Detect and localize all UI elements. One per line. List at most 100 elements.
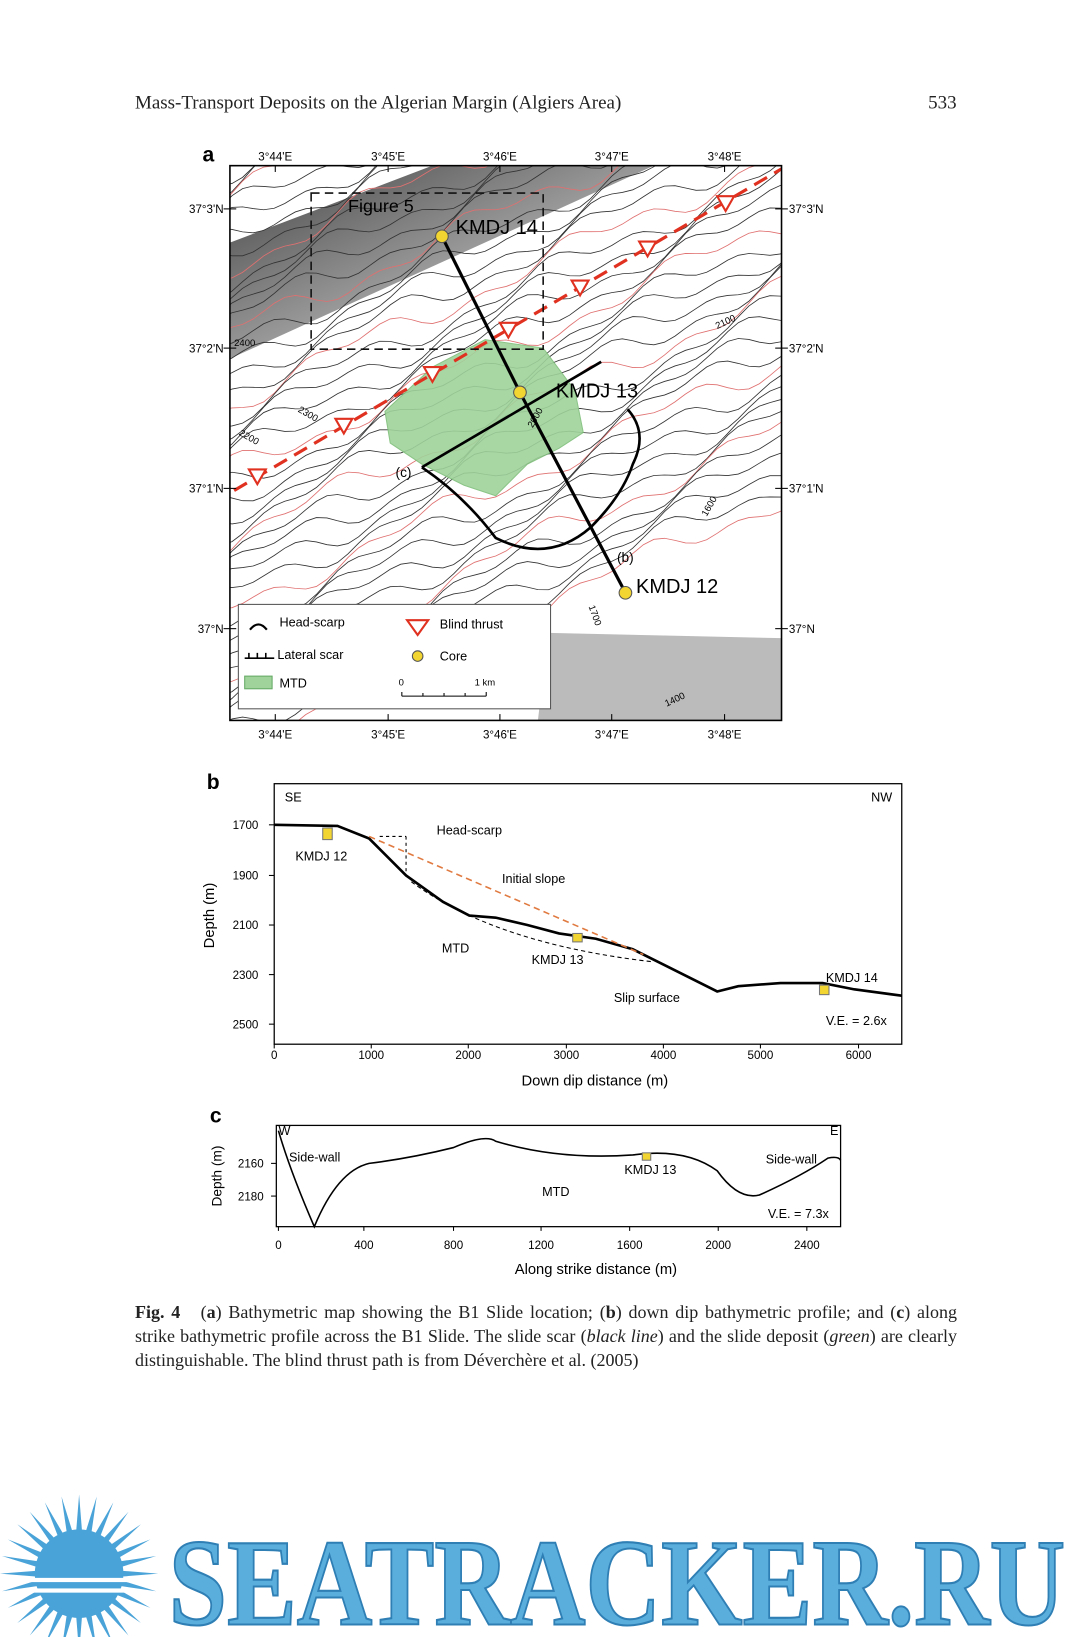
- longitude-label: 3°44'E: [258, 728, 292, 741]
- caption-text: c: [896, 1302, 905, 1322]
- logo: [121, 1570, 159, 1577]
- latitude-label: 37°2'N: [789, 342, 824, 355]
- legend-label: Core: [440, 649, 467, 663]
- logo: [94, 1502, 114, 1538]
- longitude-label: 3°46'E: [483, 728, 517, 741]
- annotation: MTD: [542, 1185, 569, 1199]
- contour-label: 2400: [234, 338, 255, 349]
- longitude-label: 3°45'E: [371, 728, 405, 741]
- contour: [229, 230, 782, 457]
- running-head: Mass-Transport Deposits on the Algerian …: [135, 93, 621, 114]
- panel-letter: c: [210, 1104, 222, 1127]
- axis-note: E: [830, 1124, 838, 1138]
- axis-note: W: [278, 1124, 290, 1138]
- axis-title: Depth (m): [202, 883, 218, 949]
- latitude-label: 37°N: [789, 623, 815, 636]
- x-tick-label: 0: [275, 1239, 281, 1252]
- caption-text: (: [200, 1302, 207, 1322]
- contour: [229, 165, 610, 315]
- logo: [26, 1588, 132, 1593]
- annotation: V.E. = 7.3x: [768, 1207, 830, 1221]
- axis-title: Down dip distance (m): [521, 1073, 668, 1089]
- caption-text: b: [605, 1302, 616, 1322]
- contour: [229, 386, 782, 642]
- x-tick-label: 2000: [705, 1239, 731, 1252]
- contour: [229, 165, 502, 301]
- longitude-label: 3°45'E: [371, 150, 405, 163]
- caption-text: ) and the slide deposit (: [657, 1326, 830, 1346]
- logo: [7, 1589, 43, 1608]
- logo: [34, 1529, 124, 1618]
- contour: [229, 165, 369, 199]
- panel-letter: b: [207, 771, 220, 794]
- caption-text: ) are clearly distinguishable. The blind…: [135, 1326, 957, 1370]
- longitude-label: 3°47'E: [595, 150, 629, 163]
- longitude-label: 3°44'E: [258, 150, 292, 163]
- x-tick-label: 3000: [553, 1049, 579, 1062]
- y-tick-label: 1700: [233, 819, 259, 832]
- legend-label: 1 km: [475, 678, 496, 689]
- contour: [229, 374, 782, 627]
- logo: [103, 1511, 129, 1543]
- map-label: Figure 5: [348, 196, 414, 216]
- logo: [85, 1614, 95, 1637]
- y-tick-label: 2100: [233, 919, 259, 932]
- axis-title: Along strike distance (m): [515, 1262, 677, 1278]
- x-tick-label: 2000: [455, 1049, 481, 1062]
- latitude-label: 37°3'N: [189, 203, 224, 216]
- logo: [17, 1524, 48, 1550]
- thrust-tooth: [715, 195, 736, 214]
- contour: [229, 165, 379, 234]
- legend-label: Lateral scar: [277, 648, 343, 662]
- logo: [103, 1604, 129, 1636]
- logo: [29, 1511, 56, 1543]
- annotation: MTD: [442, 941, 469, 955]
- legend-label: MTD: [279, 677, 306, 691]
- logo: [17, 1597, 48, 1624]
- contour: [229, 165, 778, 427]
- logo: [61, 1496, 73, 1534]
- annotation: KMDJ 13: [532, 953, 584, 967]
- logo: [115, 1539, 151, 1559]
- logo: [0, 1570, 38, 1577]
- latitude-label: 37°2'N: [189, 342, 224, 355]
- annotation: KMDJ 13: [624, 1163, 676, 1177]
- x-tick-label: 4000: [651, 1049, 677, 1062]
- annotation: V.E. = 2.6x: [826, 1014, 888, 1028]
- contour: [229, 207, 782, 450]
- map-label: (c): [396, 465, 412, 480]
- longitude-label: 3°48'E: [708, 150, 742, 163]
- logo: [29, 1604, 56, 1636]
- thrust-tooth: [422, 366, 443, 384]
- contour: [229, 165, 757, 409]
- caption-text: ) along strike bathymetric profile acros…: [135, 1302, 958, 1346]
- x-tick-label: 5000: [748, 1049, 774, 1062]
- x-tick-label: 800: [444, 1239, 463, 1252]
- contour: [229, 165, 741, 391]
- thrust-tooth: [637, 240, 658, 259]
- x-tick-label: 1600: [617, 1239, 643, 1252]
- x-tick-label: 1200: [528, 1239, 554, 1252]
- latitude-label: 37°1'N: [189, 483, 224, 496]
- contour: [229, 165, 627, 344]
- y-tick-label: 2160: [238, 1158, 264, 1171]
- y-tick-label: 1900: [233, 870, 259, 883]
- legend-label: 0: [399, 678, 404, 689]
- page-number: 533: [928, 93, 956, 114]
- legend-label: Head-scarp: [279, 616, 344, 630]
- contour: [229, 365, 782, 609]
- caption-text: a: [206, 1302, 216, 1322]
- annotation: Head-scarp: [437, 823, 502, 837]
- logo: [115, 1589, 151, 1608]
- annotation: Slip surface: [614, 991, 680, 1005]
- legend-label: Blind thrust: [440, 618, 504, 632]
- map-label: KMDJ 14: [456, 217, 538, 239]
- logo: [110, 1597, 141, 1624]
- contour: [229, 165, 499, 294]
- logo: [76, 1615, 83, 1637]
- caption-text: black line: [586, 1326, 658, 1346]
- logo: [94, 1610, 111, 1637]
- latitude-label: 37°1'N: [789, 483, 824, 496]
- annotation: Side-wall: [289, 1150, 340, 1164]
- y-tick-label: 2180: [238, 1190, 264, 1203]
